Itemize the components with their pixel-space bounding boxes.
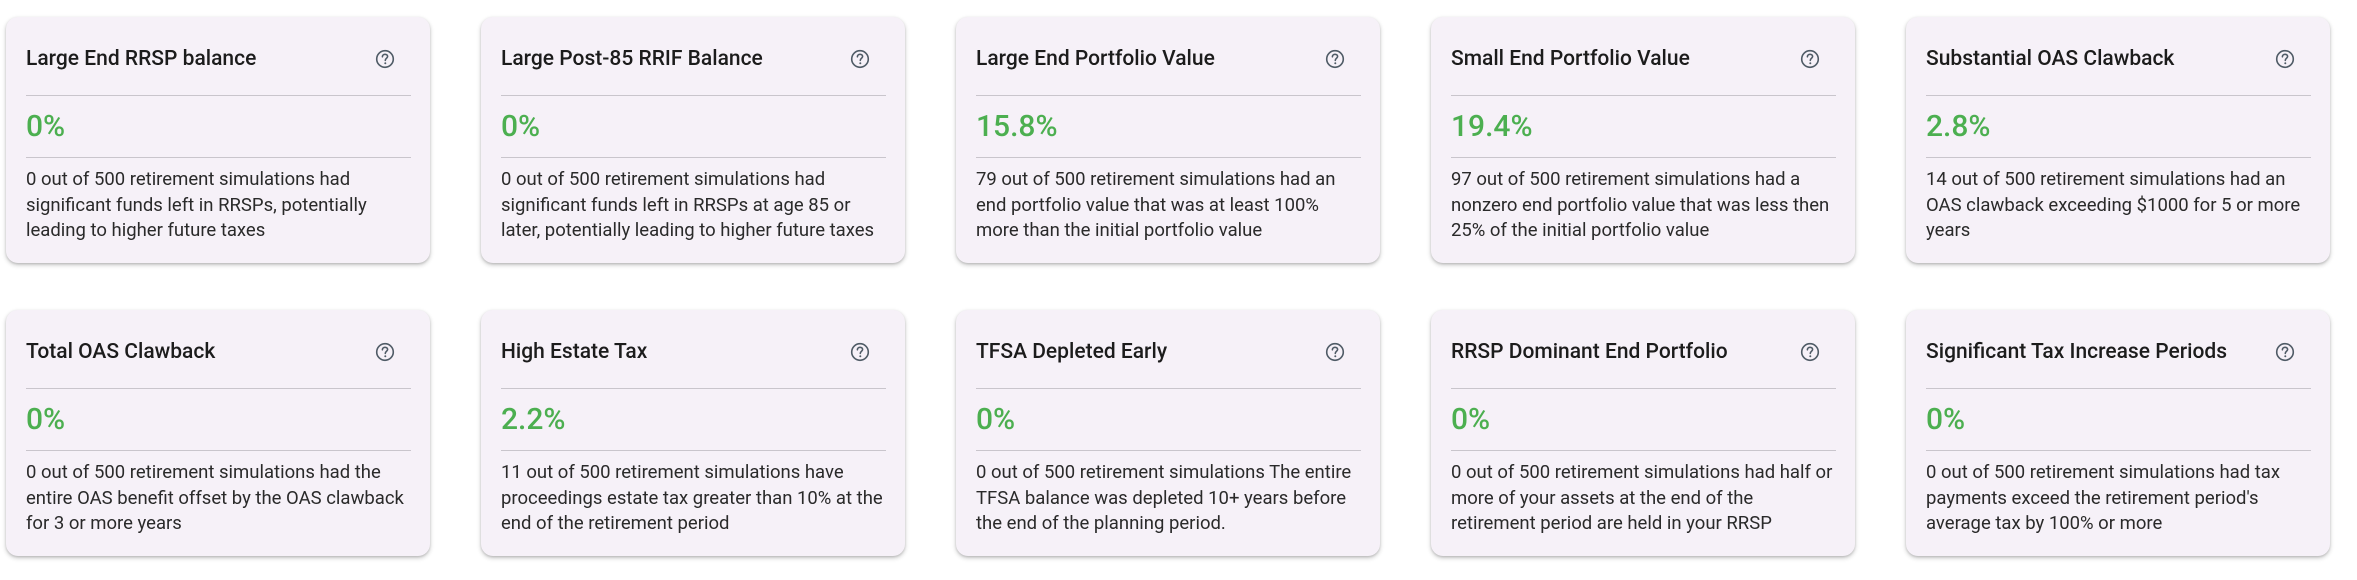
card-value: 0% bbox=[1926, 402, 1966, 437]
card-title: Substantial OAS Clawback bbox=[1926, 47, 2175, 71]
help-icon[interactable] bbox=[1325, 49, 1345, 69]
help-icon-graphic bbox=[1325, 342, 1345, 362]
card-value: 0% bbox=[26, 109, 66, 144]
divider bbox=[1451, 157, 1836, 158]
help-icon[interactable] bbox=[375, 342, 395, 362]
card-value: 0% bbox=[976, 402, 1016, 437]
divider bbox=[1451, 388, 1836, 389]
metric-card: Large End RRSP balance 0% 0 out of 500 ret… bbox=[6, 17, 430, 263]
divider bbox=[976, 157, 1361, 158]
help-icon-graphic bbox=[850, 49, 870, 69]
help-icon[interactable] bbox=[2275, 49, 2295, 69]
divider bbox=[26, 450, 411, 451]
metric-card: Small End Portfolio Value 19.4% 97 out of … bbox=[1431, 17, 1855, 263]
card-description: 0 out of 500 retirement simulations had … bbox=[1451, 461, 1833, 534]
card-description: 0 out of 500 retirement simulations had … bbox=[501, 168, 875, 241]
card-description: 0 out of 500 retirement simulations had … bbox=[1926, 461, 2281, 534]
help-icon-graphic bbox=[1325, 49, 1345, 69]
divider bbox=[501, 95, 886, 96]
help-icon[interactable] bbox=[1325, 342, 1345, 362]
divider bbox=[1451, 450, 1836, 451]
card-title: TFSA Depleted Early bbox=[976, 340, 1168, 364]
card-title: Small End Portfolio Value bbox=[1451, 47, 1690, 71]
metric-card: Significant Tax Increase Periods 0% 0 out … bbox=[1906, 310, 2330, 556]
card-description: 0 out of 500 retirement simulations had … bbox=[26, 461, 404, 534]
divider bbox=[501, 450, 886, 451]
card-description: 11 out of 500 retirement simulations hav… bbox=[501, 461, 883, 534]
card-title: Significant Tax Increase Periods bbox=[1926, 340, 2228, 364]
divider bbox=[1926, 95, 2311, 96]
help-icon[interactable] bbox=[850, 342, 870, 362]
card-title: Large Post-85 RRIF Balance bbox=[501, 47, 763, 71]
card-value: 2.2% bbox=[501, 402, 566, 437]
help-icon[interactable] bbox=[375, 49, 395, 69]
card-title: High Estate Tax bbox=[501, 340, 648, 364]
card-title: RRSP Dominant End Portfolio bbox=[1451, 340, 1728, 364]
divider bbox=[1926, 388, 2311, 389]
card-title: Large End RRSP balance bbox=[26, 47, 257, 71]
help-icon-graphic bbox=[1800, 342, 1820, 362]
divider bbox=[976, 450, 1361, 451]
help-icon[interactable] bbox=[1800, 49, 1820, 69]
divider bbox=[26, 388, 411, 389]
card-value: 2.8% bbox=[1926, 109, 1991, 144]
divider bbox=[1451, 95, 1836, 96]
help-icon-graphic bbox=[375, 49, 395, 69]
help-icon-graphic bbox=[1800, 49, 1820, 69]
metric-card: Large End Portfolio Value 15.8% 79 out of … bbox=[956, 17, 1380, 263]
divider bbox=[26, 95, 411, 96]
card-value: 0% bbox=[501, 109, 541, 144]
divider bbox=[501, 388, 886, 389]
card-description: 14 out of 500 retirement simulations had… bbox=[1926, 168, 2301, 241]
metric-card: Substantial OAS Clawback 2.8% 14 out of 50… bbox=[1906, 17, 2330, 263]
card-value: 19.4% bbox=[1451, 109, 1533, 144]
help-icon-graphic bbox=[850, 342, 870, 362]
divider bbox=[976, 95, 1361, 96]
divider bbox=[26, 157, 411, 158]
help-icon-graphic bbox=[2275, 342, 2295, 362]
metric-card: Total OAS Clawback 0% 0 out of 500 retirem… bbox=[6, 310, 430, 556]
card-title: Large End Portfolio Value bbox=[976, 47, 1215, 71]
help-icon[interactable] bbox=[2275, 342, 2295, 362]
card-value: 0% bbox=[1451, 402, 1491, 437]
help-icon[interactable] bbox=[1800, 342, 1820, 362]
card-description: 97 out of 500 retirement simulations had… bbox=[1451, 168, 1830, 241]
divider bbox=[1926, 157, 2311, 158]
divider bbox=[976, 388, 1361, 389]
card-description: 0 out of 500 retirement simulations had … bbox=[26, 168, 367, 241]
metric-card: TFSA Depleted Early 0% 0 out of 500 retire… bbox=[956, 310, 1380, 556]
card-title: Total OAS Clawback bbox=[26, 340, 216, 364]
card-value: 15.8% bbox=[976, 109, 1058, 144]
divider bbox=[1926, 450, 2311, 451]
card-value: 0% bbox=[26, 402, 66, 437]
metric-card: Large Post-85 RRIF Balance 0% 0 out of 500… bbox=[481, 17, 905, 263]
metric-card: High Estate Tax 2.2% 11 out of 500 retirem… bbox=[481, 310, 905, 556]
divider bbox=[501, 157, 886, 158]
card-description: 79 out of 500 retirement simulations had… bbox=[976, 168, 1336, 241]
help-icon[interactable] bbox=[850, 49, 870, 69]
metric-card: RRSP Dominant End Portfolio 0% 0 out of 50… bbox=[1431, 310, 1855, 556]
help-icon-graphic bbox=[375, 342, 395, 362]
help-icon-graphic bbox=[2275, 49, 2295, 69]
card-description: 0 out of 500 retirement simulations The … bbox=[976, 461, 1352, 534]
